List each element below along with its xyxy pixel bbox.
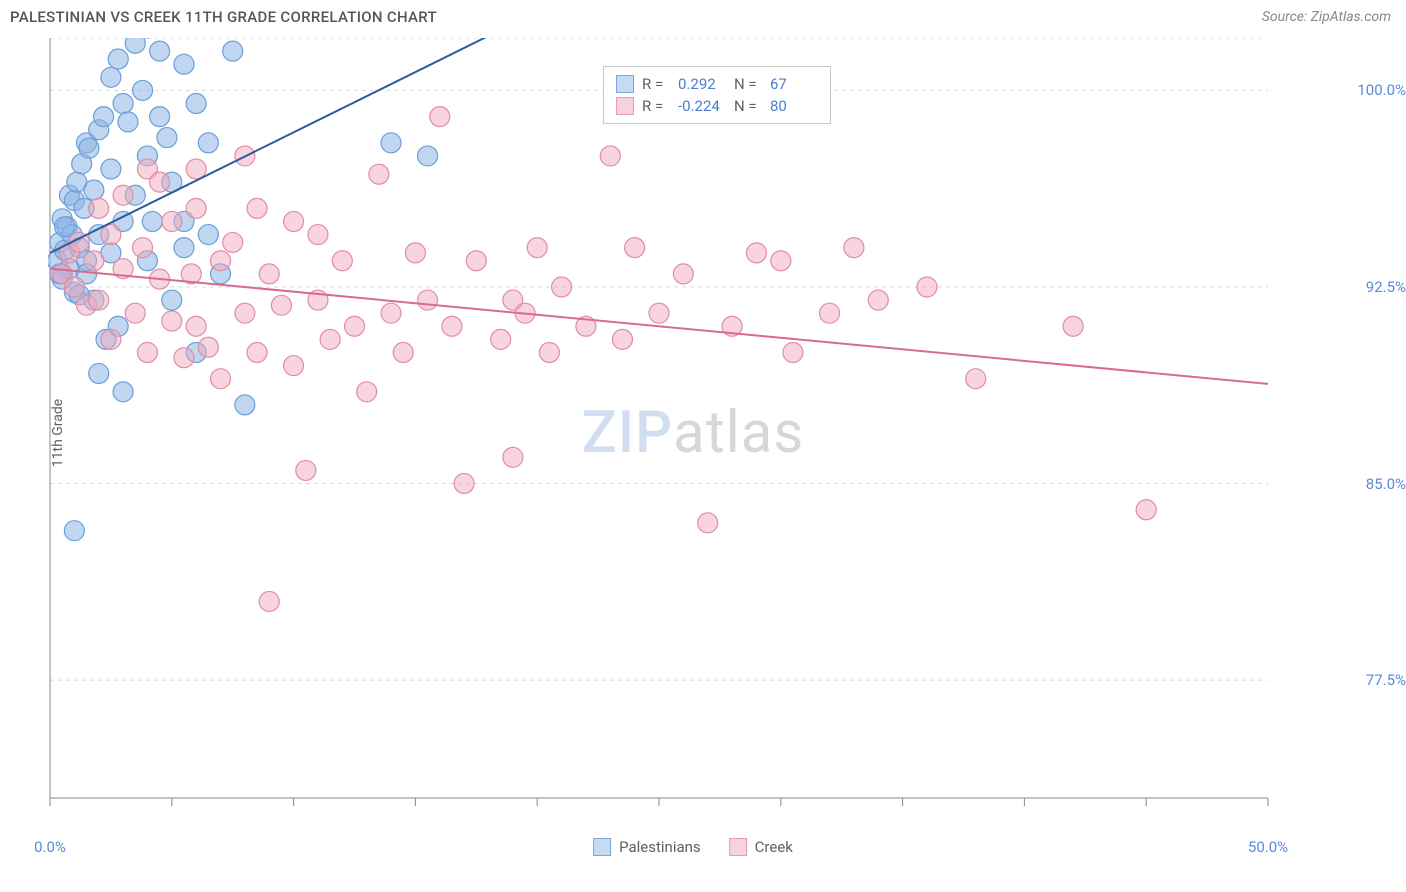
legend-item: Palestinians	[593, 838, 701, 856]
chart-title: PALESTINIAN VS CREEK 11TH GRADE CORRELAT…	[10, 8, 437, 26]
legend-r-label: R =	[642, 97, 670, 115]
chart-header: PALESTINIAN VS CREEK 11TH GRADE CORRELAT…	[0, 0, 1406, 34]
legend-series-label: Creek	[755, 838, 793, 856]
x-tick-label: 0.0%	[34, 838, 66, 856]
legend-r-value: 0.292	[678, 75, 726, 93]
legend-n-value: 67	[770, 75, 818, 93]
legend-n-label: N =	[734, 97, 762, 115]
y-tick-label: 92.5%	[1366, 278, 1406, 296]
legend-r-value: -0.224	[678, 97, 726, 115]
legend-row: R = 0.292 N = 67	[616, 73, 818, 95]
legend-series-label: Palestinians	[619, 838, 701, 856]
chart-container: 11th Grade ZIPatlas R =0.292N =67R =-0.2…	[48, 38, 1338, 828]
legend-swatch	[616, 97, 634, 115]
scatter-chart	[48, 38, 1338, 828]
legend-row: R = -0.224 N = 80	[616, 95, 818, 117]
legend-swatch	[616, 75, 634, 93]
correlation-legend: R = 0.292 N = 67 R = -0.224 N = 80	[603, 66, 831, 124]
chart-source: Source: ZipAtlas.com	[1262, 9, 1391, 25]
legend-item: Creek	[729, 838, 793, 856]
x-tick-label: 50.0%	[1248, 838, 1288, 856]
legend-swatch	[729, 838, 747, 856]
legend-r-label: R =	[642, 75, 670, 93]
y-tick-label: 100.0%	[1357, 81, 1406, 99]
y-tick-label: 85.0%	[1366, 475, 1406, 493]
legend-n-value: 80	[770, 97, 818, 115]
y-tick-label: 77.5%	[1366, 671, 1406, 689]
legend-swatch	[593, 838, 611, 856]
series-legend: Palestinians Creek	[593, 838, 793, 856]
legend-n-label: N =	[734, 75, 762, 93]
y-axis-label: 11th Grade	[50, 399, 66, 467]
